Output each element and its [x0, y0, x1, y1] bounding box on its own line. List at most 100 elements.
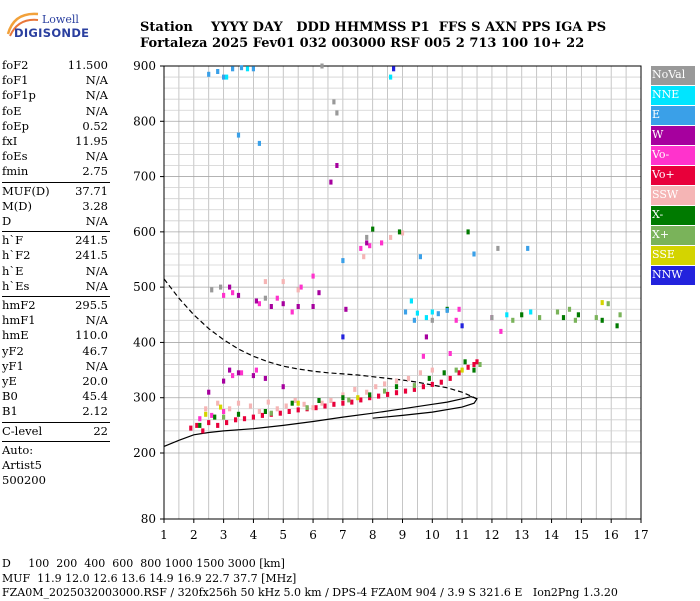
- param-name: foF1: [2, 73, 29, 88]
- echo-point: [207, 389, 211, 395]
- echo-point: [320, 400, 324, 406]
- param-value: N/A: [85, 73, 108, 88]
- param-row: foEs N/A: [2, 149, 108, 164]
- echo-point: [380, 240, 384, 246]
- echo-point: [389, 74, 393, 80]
- echo-point: [299, 284, 303, 290]
- echo-point: [317, 398, 321, 403]
- echo-point: [311, 304, 315, 309]
- echo-point: [228, 367, 232, 373]
- echo-point: [377, 393, 381, 399]
- echo-point: [430, 317, 434, 323]
- echo-point: [219, 284, 223, 290]
- echo-point: [263, 295, 267, 301]
- param-name: D: [2, 214, 12, 228]
- echo-point: [207, 71, 211, 77]
- echo-point: [359, 397, 363, 403]
- param-value: N/A: [85, 313, 108, 328]
- echo-point: [210, 412, 214, 418]
- echo-point: [526, 245, 530, 251]
- param-value: N/A: [85, 263, 108, 278]
- param-name: yE: [2, 374, 17, 388]
- x-tick-label: 14: [544, 528, 560, 542]
- echo-point: [236, 370, 241, 376]
- echo-point: [222, 414, 226, 420]
- header-labels: Station YYYY DAY DDD HHMMSS P1 FFS S AXN…: [140, 20, 607, 35]
- param-value: N/A: [85, 149, 108, 164]
- echo-point: [606, 301, 610, 307]
- echo-point: [275, 295, 279, 301]
- param-name: h`F2: [2, 248, 31, 263]
- echo-point: [317, 290, 321, 296]
- legend-item: X+: [651, 226, 695, 245]
- param-name: h`E: [2, 263, 24, 278]
- legend-item: X-: [651, 206, 695, 225]
- y-tick-label: 200: [133, 446, 156, 460]
- x-tick-label: 1: [160, 528, 168, 542]
- echo-point: [236, 411, 241, 417]
- param-value: 2.75: [82, 164, 108, 179]
- logo-text-digisonde: DIGISONDE: [14, 26, 90, 40]
- x-tick-label: 13: [514, 528, 529, 542]
- y-tick-label: 80: [141, 512, 156, 526]
- echo-point: [466, 364, 470, 370]
- echo-point: [362, 254, 366, 260]
- echo-point: [389, 234, 393, 240]
- echo-point: [195, 422, 199, 428]
- echo-point: [287, 409, 291, 414]
- param-name: hmF2: [2, 298, 36, 312]
- param-row: foF1p N/A: [2, 88, 108, 103]
- echo-point: [365, 389, 369, 395]
- x-tick-label: 6: [309, 528, 317, 542]
- param-name: foF2: [2, 58, 29, 72]
- echo-point: [415, 310, 419, 316]
- x-tick-label: 11: [454, 528, 469, 542]
- param-name: hmE: [2, 328, 29, 343]
- footer-distance-row: D 100 200 400 600 800 1000 1500 3000 [km…: [2, 557, 285, 570]
- logo-swirl-icon: [6, 12, 39, 37]
- echo-point: [567, 306, 572, 312]
- echo-point: [254, 298, 258, 304]
- y-tick-label: 500: [133, 280, 156, 294]
- param-row: D N/A: [2, 214, 108, 229]
- echo-point: [460, 323, 464, 329]
- param-name: B0: [2, 389, 18, 404]
- echo-point: [251, 373, 255, 379]
- x-tick-label: 16: [604, 528, 619, 542]
- x-tick-label: 15: [574, 528, 589, 542]
- echo-point: [204, 406, 208, 412]
- echo-point: [284, 403, 288, 409]
- x-tick-label: 12: [484, 528, 499, 542]
- echo-point: [427, 375, 431, 381]
- param-row: fxI 11.95: [2, 134, 108, 149]
- param-row: h`F 241.5: [2, 233, 108, 248]
- echo-point: [251, 66, 255, 72]
- echo-point: [386, 391, 390, 397]
- echo-point: [225, 420, 229, 426]
- echo-point: [430, 309, 434, 315]
- echo-point: [499, 328, 503, 334]
- echo-point: [430, 367, 434, 373]
- echo-point: [225, 74, 229, 80]
- echo-point: [520, 312, 524, 318]
- param-value: 110.0: [75, 328, 108, 343]
- echo-point: [442, 370, 446, 376]
- echo-point: [296, 304, 300, 309]
- echo-point: [281, 384, 285, 390]
- echo-point: [245, 66, 250, 72]
- echo-point: [394, 384, 399, 390]
- legend-item: Vo-: [651, 146, 695, 165]
- echo-point: [236, 132, 241, 138]
- param-name: foEs: [2, 149, 28, 164]
- param-row: yF2 46.7: [2, 344, 108, 359]
- param-separator: [2, 231, 110, 233]
- param-value: 241.5: [75, 233, 108, 248]
- echo-point: [356, 395, 360, 401]
- echo-point: [394, 378, 399, 384]
- param-value: 20.0: [82, 374, 108, 388]
- echo-point: [573, 317, 577, 323]
- x-tick-label: 8: [369, 528, 377, 542]
- echo-point: [368, 392, 372, 398]
- echo-point: [222, 74, 226, 80]
- legend-item: Vo+: [651, 166, 695, 185]
